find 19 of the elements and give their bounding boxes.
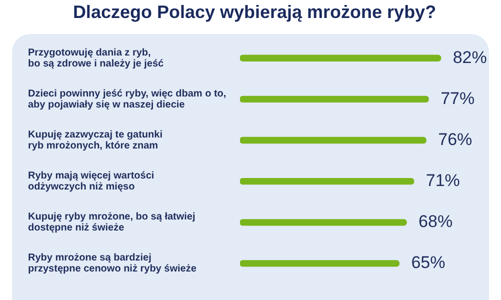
data-label: 77% [440,88,475,108]
bar [240,260,400,267]
y-tick-label: Kupuję ryby mrożone, bo są łatwiej dostępne niż świeże [28,212,196,234]
y-tick-label: Ryby mają więcej wartości odżywczych niż mięso [28,170,154,193]
y-tick-label: Dzieci powinny jeść ryby, więc dbam o to, aby pojawiały się w naszej diecie [28,88,226,110]
y-tick-label: Przygotowuję dania z ryb, bo są zdrowe i należy je jeść [28,47,164,70]
bar [240,96,429,103]
data-label: 68% [418,212,453,232]
bar [240,54,442,62]
data-label: 76% [438,130,472,149]
bar [240,178,414,185]
y-tick-label: Kupuję zazwyczaj te gatunki ryb mrożonych, które znam [28,130,163,152]
bar [240,219,407,226]
data-label: 65% [411,253,446,272]
chart-title: Dlaczego Polacy wybierają mrożone ryby? [72,2,436,22]
bar [240,136,426,144]
y-tick-label: Ryby mrożone są bardziej przystępne cenowo niż ryby świeże [28,252,197,275]
data-label: 71% [426,171,460,190]
data-label: 82% [452,48,487,67]
